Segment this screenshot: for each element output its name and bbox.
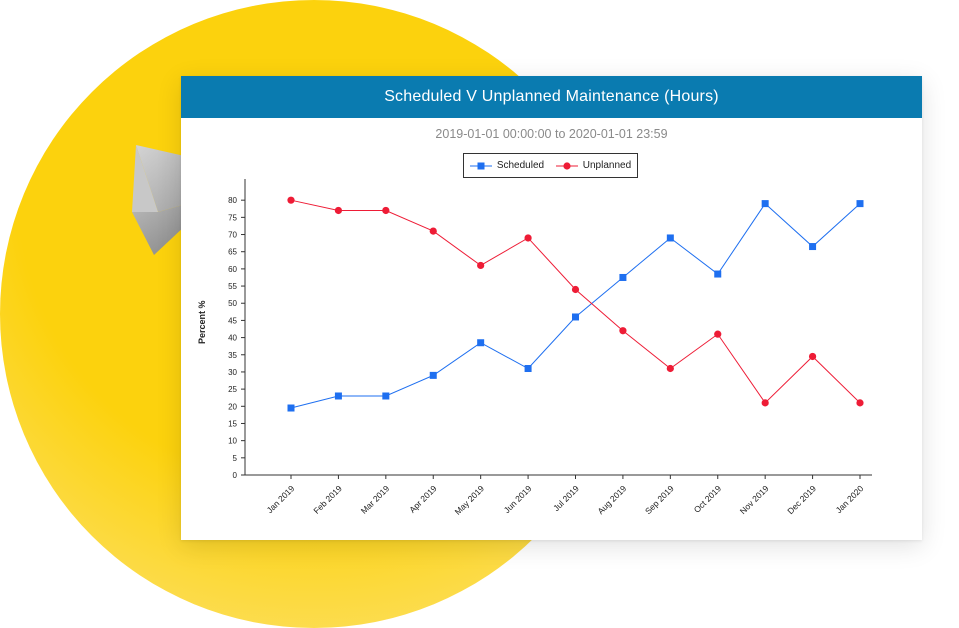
- chart-subtitle: 2019-01-01 00:00:00 to 2020-01-01 23:59: [435, 127, 668, 141]
- data-point-unplanned: [856, 399, 864, 407]
- data-point-scheduled: [477, 339, 485, 347]
- data-point-unplanned: [619, 327, 627, 335]
- data-point-scheduled: [334, 392, 342, 400]
- data-point-unplanned: [287, 196, 295, 204]
- data-point-unplanned: [571, 285, 580, 294]
- x-tick-label: May 2019: [453, 483, 487, 517]
- y-tick-label: 55: [228, 282, 237, 291]
- data-point-unplanned: [761, 399, 769, 407]
- data-point-scheduled: [524, 365, 532, 373]
- y-tick-label: 10: [228, 437, 237, 446]
- data-point-scheduled: [572, 313, 579, 321]
- legend-item-unplanned[interactable]: Unplanned: [555, 160, 632, 171]
- x-tick-label: Jan 2020: [834, 483, 866, 515]
- data-point-scheduled: [856, 200, 864, 208]
- series-line-unplanned: [290, 199, 861, 404]
- data-point-unplanned: [429, 227, 437, 235]
- data-point-unplanned: [808, 352, 817, 361]
- x-tick-label: Oct 2019: [692, 483, 724, 515]
- y-tick-label: 0: [233, 471, 238, 480]
- chart-card: Scheduled V Unplanned Maintenance (Hours…: [181, 76, 922, 540]
- y-tick-label: 80: [228, 196, 237, 205]
- y-tick-label: 50: [228, 299, 237, 308]
- legend-swatch-unplanned: [555, 161, 578, 170]
- y-tick-label: 20: [228, 402, 237, 411]
- x-tick-label: Jan 2019: [265, 483, 297, 515]
- y-tick-label: 25: [228, 385, 237, 394]
- data-point-scheduled: [666, 234, 674, 242]
- y-tick-label: 60: [228, 265, 237, 274]
- chart-title: Scheduled V Unplanned Maintenance (Hours…: [181, 76, 922, 118]
- data-point-scheduled: [429, 371, 437, 379]
- data-point-scheduled: [714, 270, 722, 278]
- x-tick-label: Feb 2019: [311, 483, 344, 516]
- data-point-scheduled: [809, 243, 817, 251]
- x-tick-label: Aug 2019: [596, 483, 629, 516]
- y-tick-label: 45: [228, 316, 237, 325]
- y-tick-label: 65: [228, 248, 237, 257]
- x-tick-label: Sep 2019: [643, 483, 676, 516]
- chart-legend: Scheduled Unplanned: [463, 153, 638, 178]
- x-tick-label: Dec 2019: [785, 483, 818, 516]
- x-tick-label: Mar 2019: [359, 483, 392, 516]
- legend-item-scheduled[interactable]: Scheduled: [469, 160, 545, 171]
- y-tick-label: 15: [228, 419, 237, 428]
- x-tick-label: Apr 2019: [407, 483, 439, 515]
- data-point-scheduled: [619, 273, 627, 281]
- data-point-scheduled: [761, 200, 769, 208]
- data-point-unplanned: [666, 364, 674, 373]
- y-tick-label: 5: [233, 454, 238, 463]
- data-point-scheduled: [382, 392, 390, 400]
- y-tick-label: 35: [228, 351, 237, 360]
- data-point-unplanned: [382, 206, 390, 215]
- y-tick-label: 70: [228, 231, 237, 240]
- legend-label-scheduled: Scheduled: [496, 160, 545, 171]
- plot-area: 0 5 10 15 20 25 30 35 40 45 50 55 60 65 70 75 80 Jan 2019…: [228, 179, 872, 517]
- data-point-unplanned: [334, 206, 343, 215]
- y-tick-label: 30: [228, 368, 237, 377]
- data-point-unplanned: [524, 234, 532, 242]
- x-tick-label: Jul 2019: [551, 483, 581, 513]
- legend-label-unplanned: Unplanned: [582, 160, 632, 171]
- x-tick-label: Jun 2019: [502, 483, 534, 515]
- series-line-scheduled: [290, 202, 861, 409]
- legend-swatch-scheduled: [469, 162, 492, 169]
- x-tick-label: Nov 2019: [738, 483, 771, 516]
- data-point-unplanned: [477, 261, 485, 270]
- y-tick-label: 40: [228, 334, 237, 343]
- data-point-scheduled: [287, 404, 295, 412]
- data-point-unplanned: [714, 330, 722, 338]
- y-tick-label: 75: [228, 213, 237, 222]
